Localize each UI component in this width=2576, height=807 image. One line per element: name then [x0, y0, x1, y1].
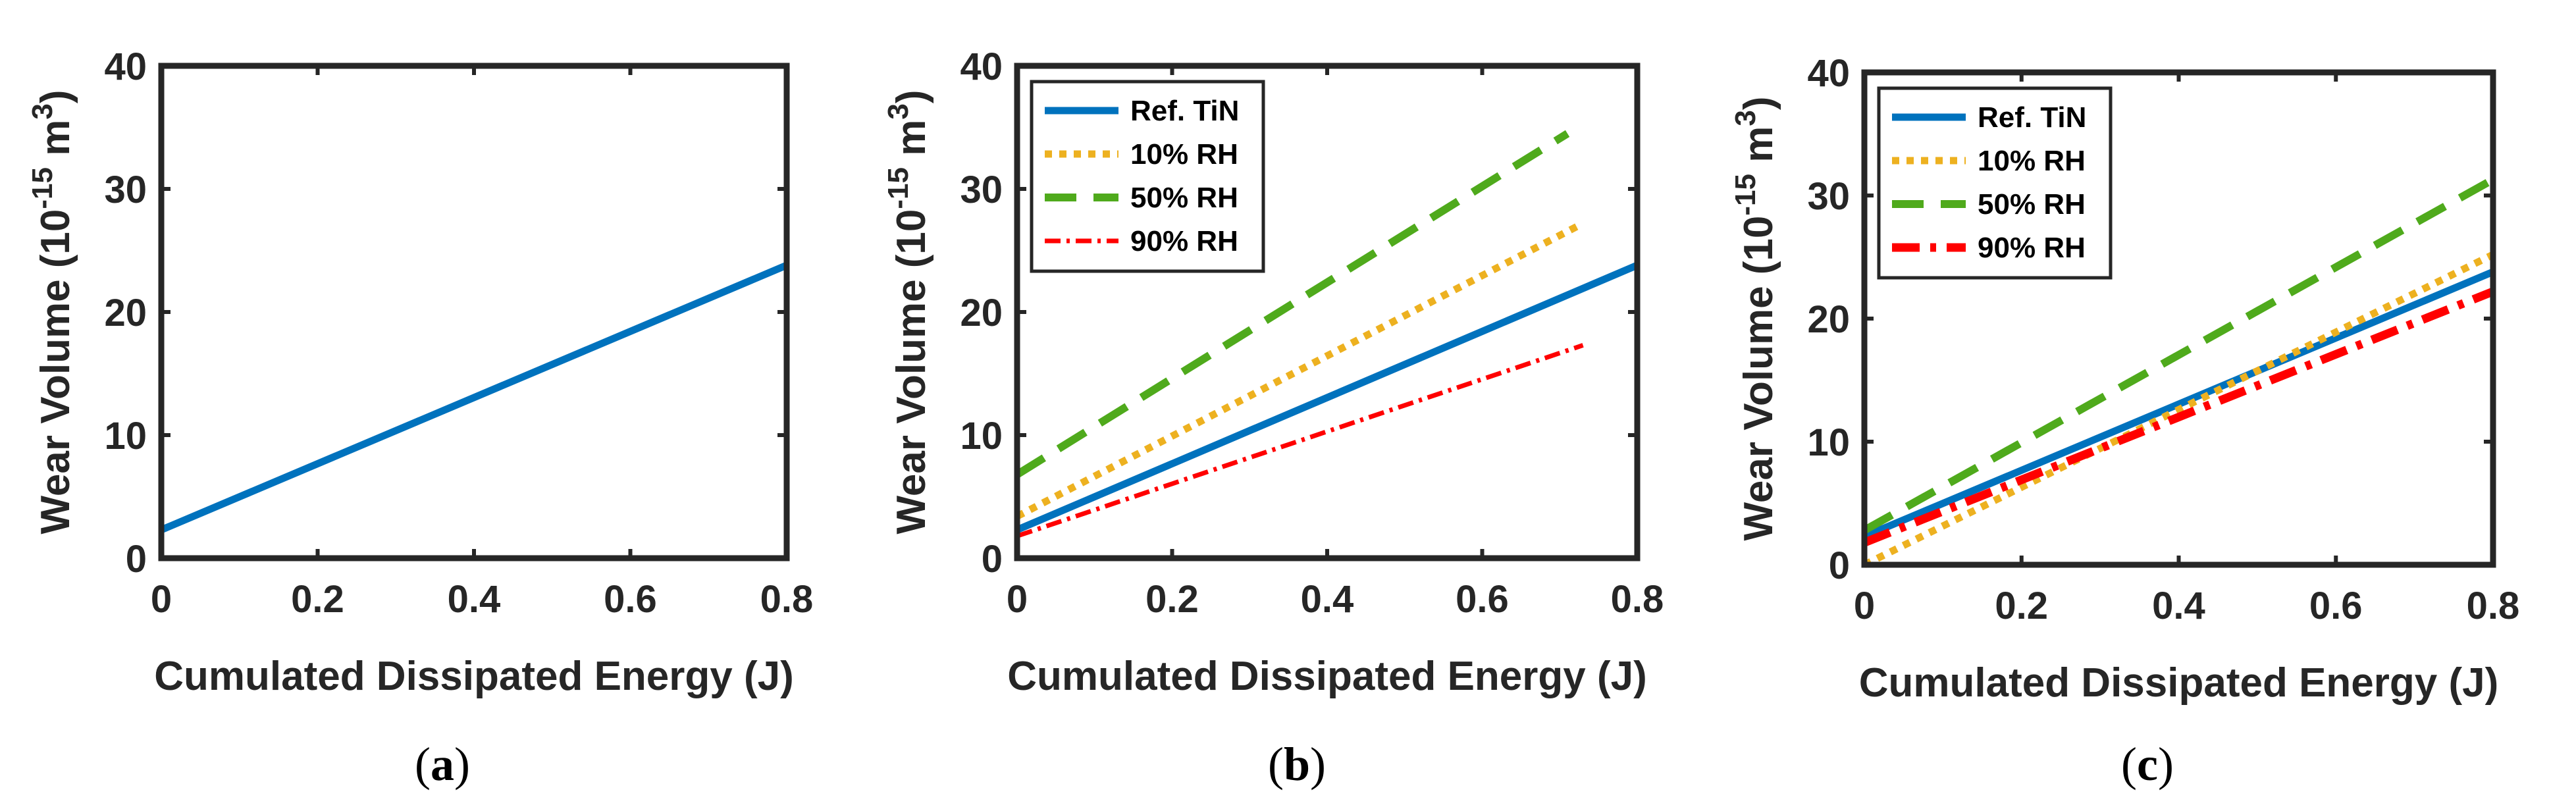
- legend-label: 90% RH: [1978, 232, 2086, 264]
- chart-panel-c: 0 0.2 0.4 0.6 0.8 0 10 20 30 40 Cumulated Dissipat…: [1729, 52, 2519, 791]
- caption-paren-open: (: [415, 738, 431, 791]
- y-tick-label: 20: [960, 292, 1003, 334]
- caption-letter: c: [2137, 738, 2158, 791]
- x-tick-label: 0: [1007, 578, 1028, 621]
- x-tick-label: 0.2: [1145, 578, 1199, 621]
- caption-paren-close: ): [1310, 738, 1326, 791]
- legend-label: 50% RH: [1978, 188, 2086, 221]
- y-axis-label-exponent: -15: [26, 167, 59, 209]
- caption-paren-close: ): [454, 738, 470, 791]
- caption-letter: a: [431, 738, 454, 791]
- legend-label: Ref. TiN: [1978, 101, 2086, 134]
- series-line-10-rh-c: [1862, 251, 2495, 568]
- y-axis-label-text: Wear Volume (10: [33, 209, 78, 534]
- y-axis-label-unit-exponent: 3: [1729, 110, 1762, 126]
- y-axis-label: Wear Volume (10-15 m3): [26, 90, 78, 534]
- y-tick-label: 20: [1807, 298, 1850, 341]
- y-axis-label-unit-exponent: 3: [26, 103, 59, 119]
- y-tick-label: 40: [104, 45, 147, 88]
- x-tick-label: 0.4: [2152, 585, 2205, 627]
- x-tick-label: 0: [1854, 585, 1875, 627]
- caption-paren-close: ): [2158, 738, 2174, 791]
- x-tick-label: 0.2: [291, 578, 344, 621]
- series-line-ref-tin-c: [1862, 268, 2495, 540]
- y-axis-label-close: ): [1736, 97, 1781, 111]
- y-axis-label-exponent: -15: [1729, 174, 1762, 216]
- y-tick-label: 10: [1807, 421, 1850, 464]
- x-tick-label: 0.2: [1995, 585, 2048, 627]
- y-tick-label: 0: [982, 538, 1003, 581]
- legend-label: 90% RH: [1130, 225, 1238, 257]
- y-axis-label-unit: m: [1736, 126, 1781, 174]
- y-tick-label: 0: [126, 538, 147, 581]
- y-axis-label-unit: m: [33, 120, 78, 167]
- y-axis-label-exponent: -15: [882, 167, 914, 209]
- panel-caption: (a): [415, 738, 470, 791]
- x-tick-label: 0: [151, 578, 172, 621]
- x-tick-label: 0.6: [1456, 578, 1509, 621]
- x-axis-label: Cumulated Dissipated Energy (J): [154, 654, 794, 699]
- y-tick-label: 40: [960, 45, 1003, 88]
- y-axis-label: Wear Volume (10-15 m3): [1729, 97, 1781, 541]
- caption-paren-open: (: [1268, 738, 1284, 791]
- y-tick-label: 20: [104, 292, 147, 334]
- x-axis-label: Cumulated Dissipated Energy (J): [1859, 660, 2499, 706]
- y-tick-label: 10: [960, 415, 1003, 457]
- x-tick-label: 0.8: [2467, 585, 2520, 627]
- series-line-wear-volume-a: [159, 261, 789, 534]
- y-axis-label-unit-exponent: 3: [882, 103, 914, 119]
- y-tick-label: 0: [1829, 544, 1850, 587]
- series-line-50-rh-c: [1862, 176, 2495, 534]
- caption-letter: b: [1284, 738, 1310, 791]
- x-tick-label: 0.8: [760, 578, 814, 621]
- x-tick-label: 0.6: [604, 578, 657, 621]
- panel-caption: (c): [2121, 738, 2174, 791]
- series-line-50-rh-b: [1014, 130, 1570, 478]
- x-axis-label: Cumulated Dissipated Energy (J): [1007, 654, 1647, 699]
- series-line-90-rh-c: [1862, 287, 2495, 547]
- axes-frame: [158, 63, 790, 561]
- x-tick-label: 0.4: [1301, 578, 1354, 621]
- y-tick-label: 10: [104, 415, 147, 457]
- series-line-90-rh-b: [1016, 343, 1584, 538]
- y-axis-label-text: Wear Volume (10: [889, 209, 934, 534]
- chart-panel-b: 0 0.2 0.4 0.6 0.8 0 10 20 30 40 Cumulated Dissipat…: [882, 45, 1664, 791]
- x-tick-label: 0.4: [448, 578, 501, 621]
- y-tick-label: 30: [960, 169, 1003, 211]
- legend-label: 10% RH: [1130, 138, 1238, 170]
- y-axis-label-close: ): [33, 90, 78, 104]
- y-tick-label: 30: [104, 169, 147, 211]
- y-tick-label: 40: [1807, 52, 1850, 95]
- caption-paren-open: (: [2121, 738, 2137, 791]
- legend-label: 10% RH: [1978, 145, 2086, 177]
- legend-label: 50% RH: [1130, 182, 1238, 214]
- y-axis-label-text: Wear Volume (10: [1736, 216, 1781, 541]
- x-tick-label: 0.8: [1611, 578, 1664, 621]
- panel-caption: (b): [1268, 738, 1326, 791]
- y-axis-label-close: ): [889, 90, 934, 104]
- series-line-10-rh-b: [1015, 220, 1585, 520]
- legend-label: Ref. TiN: [1130, 95, 1239, 127]
- chart-panel-a: 0 0.2 0.4 0.6 0.8 0 10 20 30 40 Cumulated Dissipat…: [26, 45, 813, 791]
- y-axis-label: Wear Volume (10-15 m3): [882, 90, 934, 534]
- x-tick-label: 0.6: [2309, 585, 2363, 627]
- y-axis-label-unit: m: [889, 120, 934, 167]
- y-tick-label: 30: [1807, 175, 1850, 218]
- series-line-ref-tin-b: [1015, 261, 1639, 534]
